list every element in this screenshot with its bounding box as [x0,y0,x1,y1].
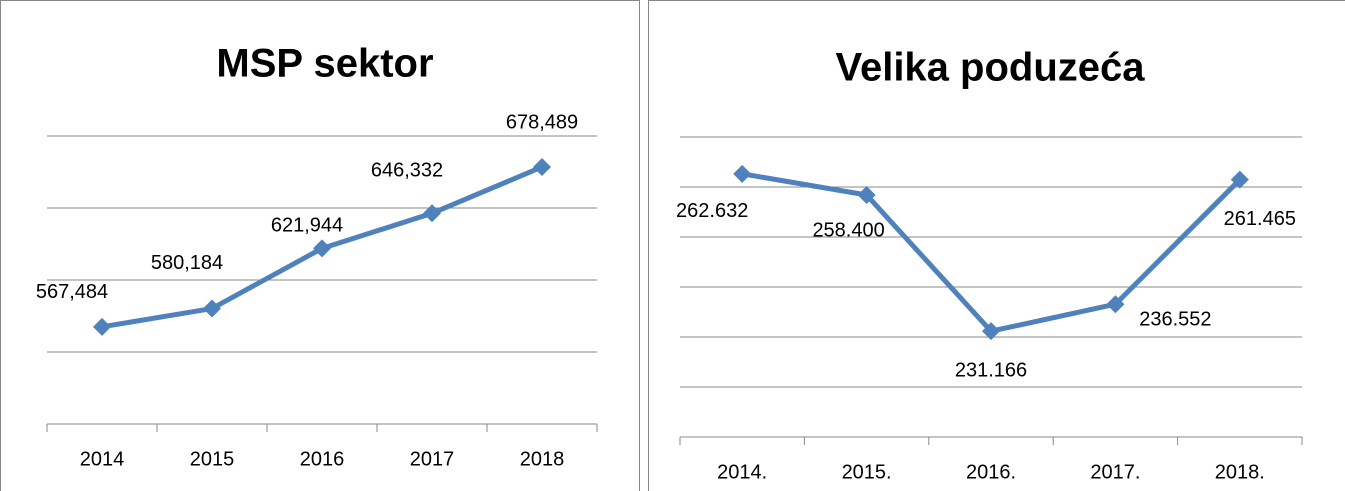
data-label: 580,184 [151,252,223,274]
data-label: 567,484 [36,281,108,303]
data-label: 236.552 [1139,309,1211,331]
x-tick-label: 2016. [966,461,1016,483]
marker [93,317,111,336]
marker [857,186,876,204]
marker [1106,295,1125,314]
data-label: 646,332 [371,160,443,182]
marker [313,239,331,258]
panel-frame [648,0,1345,491]
x-tick-label: 2018. [1215,461,1265,483]
chart-title: Velika poduzeća [835,46,1145,90]
x-tick-label: 2015. [842,461,892,483]
x-tick-label: 2014. [717,461,767,483]
x-tick-label: 2017. [1090,461,1140,483]
x-tick-label: 2014 [80,448,125,470]
data-label: 621,944 [271,215,343,237]
marker [733,164,752,183]
data-label: 258.400 [812,219,884,241]
x-tick-label: 2015 [190,448,235,470]
marker [203,299,221,318]
data-label: 231.166 [955,359,1027,381]
chart-title: MSP sektor [216,42,433,86]
data-label: 678,489 [506,111,578,133]
x-tick-label: 2018 [520,448,565,470]
data-label: 261.465 [1224,208,1296,230]
panel-frame [0,0,640,491]
x-tick-label: 2017 [410,448,455,470]
x-tick-label: 2016 [300,448,345,470]
marker [982,322,1000,341]
data-label: 262.632 [676,200,748,222]
marker [423,204,441,223]
marker [533,157,551,176]
marker [1230,170,1249,189]
